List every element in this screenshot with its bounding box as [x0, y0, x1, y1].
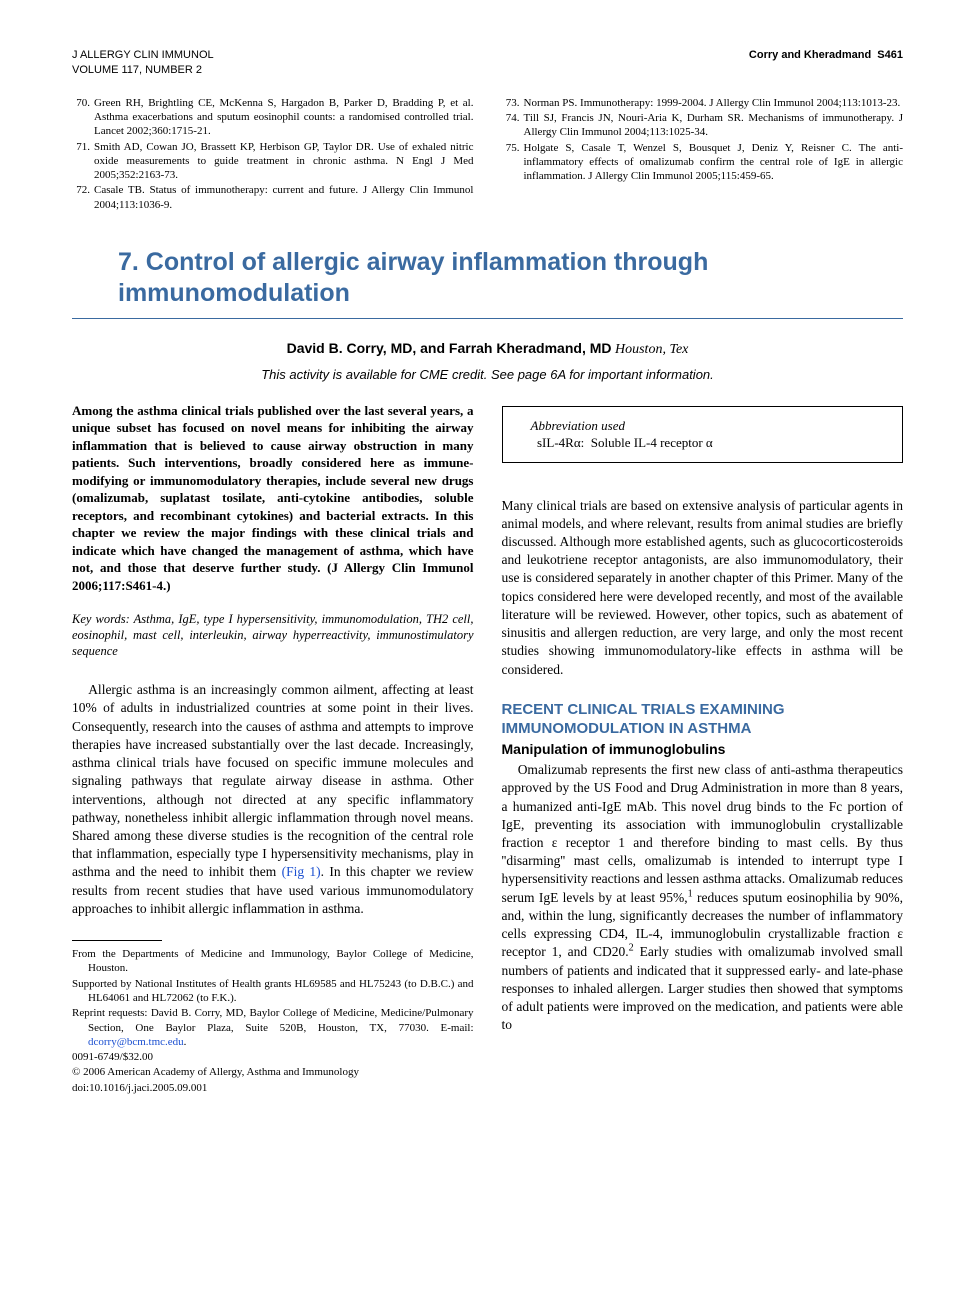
body-columns: Among the asthma clinical trials publish…	[72, 402, 903, 1097]
reference-number: 70.	[72, 96, 94, 139]
keywords: Key words: Asthma, IgE, type I hypersens…	[72, 611, 474, 660]
reference-item: 74.Till SJ, Francis JN, Nouri-Aria K, Du…	[502, 111, 904, 140]
footnotes: From the Departments of Medicine and Imm…	[72, 947, 474, 1095]
abbreviation-box: Abbreviation used sIL-4Rα: Soluble IL-4 …	[502, 406, 904, 463]
author-names: David B. Corry, MD, and Farrah Kheradman…	[287, 340, 612, 356]
keywords-label: Key words:	[72, 612, 130, 626]
reference-item: 70.Green RH, Brightling CE, McKenna S, H…	[72, 96, 474, 139]
footnote-affiliation: From the Departments of Medicine and Imm…	[72, 947, 474, 976]
reference-item: 73.Norman PS. Immunotherapy: 1999-2004. …	[502, 96, 904, 110]
intro-paragraph-2: Many clinical trials are based on extens…	[502, 497, 904, 679]
email-link[interactable]: dcorry@bcm.tmc.edu	[88, 1036, 184, 1048]
authors-line: David B. Corry, MD, and Farrah Kheradman…	[72, 339, 903, 360]
footnote-issn: 0091-6749/$32.00	[72, 1050, 474, 1064]
body-paragraph-1: Omalizumab represents the first new clas…	[502, 761, 904, 1034]
references-block: 70.Green RH, Brightling CE, McKenna S, H…	[72, 96, 903, 213]
figure-link[interactable]: (Fig 1)	[282, 864, 321, 879]
reference-number: 74.	[502, 111, 524, 140]
reference-number: 71.	[72, 140, 94, 183]
authors-short: Corry and Kheradmand	[749, 49, 871, 61]
reference-item: 75.Holgate S, Casale T, Wenzel S, Bousqu…	[502, 141, 904, 184]
references-col-left: 70.Green RH, Brightling CE, McKenna S, H…	[72, 96, 474, 213]
subsection-heading: Manipulation of immunoglobulins	[502, 740, 904, 759]
footnote-funding: Supported by National Institutes of Heal…	[72, 977, 474, 1006]
footnote-reprints: Reprint requests: David B. Corry, MD, Ba…	[72, 1006, 474, 1049]
reference-text: Norman PS. Immunotherapy: 1999-2004. J A…	[524, 96, 904, 110]
footnote-copyright: © 2006 American Academy of Allergy, Asth…	[72, 1065, 474, 1079]
reference-item: 71.Smith AD, Cowan JO, Brassett KP, Herb…	[72, 140, 474, 183]
abbrev-val: Soluble IL-4 receptor α	[591, 435, 713, 450]
reference-text: Smith AD, Cowan JO, Brassett KP, Herbiso…	[94, 140, 474, 183]
reference-text: Till SJ, Francis JN, Nouri-Aria K, Durha…	[524, 111, 904, 140]
keywords-text: Asthma, IgE, type I hypersensitivity, im…	[72, 612, 474, 659]
reference-text: Casale TB. Status of immunotherapy: curr…	[94, 183, 474, 212]
title-block: 7. Control of allergic airway inflammati…	[72, 247, 903, 308]
reference-number: 73.	[502, 96, 524, 110]
article-title: 7. Control of allergic airway inflammati…	[118, 247, 857, 308]
author-location: Houston, Tex	[615, 342, 688, 357]
reference-number: 75.	[502, 141, 524, 184]
reference-text: Holgate S, Casale T, Wenzel S, Bousquet …	[524, 141, 904, 184]
left-column: Among the asthma clinical trials publish…	[72, 402, 474, 1097]
running-head-right: Corry and Kheradmand S461	[749, 48, 903, 78]
footnote-doi: doi:10.1016/j.jaci.2005.09.001	[72, 1081, 474, 1095]
abstract: Among the asthma clinical trials publish…	[72, 402, 474, 595]
reference-item: 72.Casale TB. Status of immunotherapy: c…	[72, 183, 474, 212]
running-header: J ALLERGY CLIN IMMUNOL VOLUME 117, NUMBE…	[72, 48, 903, 78]
journal-name: J ALLERGY CLIN IMMUNOL	[72, 48, 214, 63]
reference-number: 72.	[72, 183, 94, 212]
abbrev-title: Abbreviation used	[531, 417, 885, 435]
cme-notice: This activity is available for CME credi…	[72, 366, 903, 384]
footnote-rule	[72, 940, 162, 941]
volume-issue: VOLUME 117, NUMBER 2	[72, 63, 214, 78]
intro-paragraph-1: Allergic asthma is an increasingly commo…	[72, 681, 474, 918]
section-heading: RECENT CLINICAL TRIALS EXAMINING IMMUNOM…	[502, 701, 904, 739]
reference-text: Green RH, Brightling CE, McKenna S, Harg…	[94, 96, 474, 139]
title-rule	[72, 318, 903, 319]
page-number: S461	[877, 49, 903, 61]
references-col-right: 73.Norman PS. Immunotherapy: 1999-2004. …	[502, 96, 904, 213]
right-column: Abbreviation used sIL-4Rα: Soluble IL-4 …	[502, 402, 904, 1097]
journal-id: J ALLERGY CLIN IMMUNOL VOLUME 117, NUMBE…	[72, 48, 214, 78]
intro-text-1a: Allergic asthma is an increasingly commo…	[72, 682, 474, 879]
body-1a: Omalizumab represents the first new clas…	[502, 762, 904, 905]
abbrev-item: sIL-4Rα: Soluble IL-4 receptor α	[531, 434, 885, 452]
abbrev-key: sIL-4Rα:	[537, 435, 584, 450]
